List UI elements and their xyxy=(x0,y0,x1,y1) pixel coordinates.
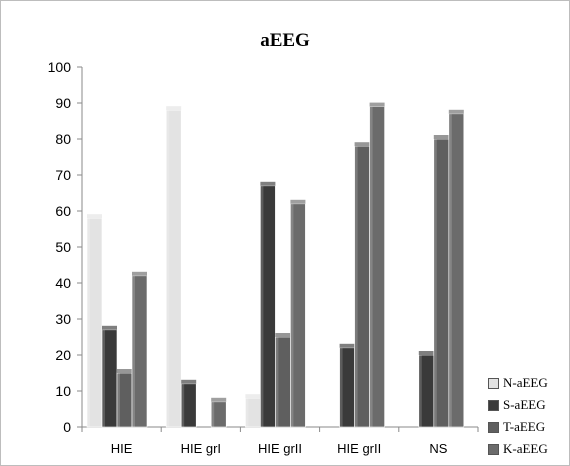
y-tick-label: 80 xyxy=(55,131,71,147)
legend-label: N-aEEG xyxy=(503,375,548,390)
bar-top xyxy=(260,181,276,186)
bar-highlight xyxy=(132,275,135,427)
bar-top xyxy=(102,325,117,330)
bar-top xyxy=(87,214,102,219)
legend-item: T-aEEG xyxy=(488,416,568,438)
bar-top xyxy=(211,397,227,402)
legend-swatch xyxy=(488,421,499,433)
bar-top xyxy=(181,379,197,384)
bar-highlight xyxy=(166,110,170,427)
bar-highlight xyxy=(339,347,343,427)
y-tick-label: 30 xyxy=(55,311,71,327)
legend-item: K-aEEG xyxy=(488,438,568,460)
legend-item: S-aEEG xyxy=(488,394,568,416)
legend-label: S-aEEG xyxy=(503,397,546,412)
y-tick-label: 20 xyxy=(55,347,71,363)
bar-top xyxy=(369,102,385,107)
bar-highlight xyxy=(102,329,105,427)
legend-label: K-aEEG xyxy=(503,441,548,456)
chart-title: aEEG xyxy=(260,30,310,51)
x-tick-label: HIE grII xyxy=(337,441,381,456)
bar-highlight xyxy=(448,113,452,428)
x-tick-label: NS xyxy=(429,441,447,456)
legend-swatch xyxy=(488,443,499,455)
bar-highlight xyxy=(211,401,215,427)
bar-top xyxy=(354,142,370,147)
y-tick-label: 70 xyxy=(55,167,71,183)
bar-highlight xyxy=(181,383,185,427)
bar-top xyxy=(418,351,434,355)
legend-item: N-aEEG xyxy=(488,372,568,394)
y-tick-label: 90 xyxy=(55,95,71,111)
bar-top xyxy=(275,333,291,337)
legend-swatch xyxy=(488,377,499,389)
x-tick-label: HIE grII xyxy=(258,441,302,456)
y-tick-label: 0 xyxy=(63,419,71,435)
y-tick-label: 10 xyxy=(55,383,71,399)
bar-top xyxy=(132,271,147,276)
bar-top xyxy=(448,109,464,114)
bar-highlight xyxy=(433,139,437,427)
bar-highlight xyxy=(275,337,279,427)
bar-highlight xyxy=(290,203,294,427)
legend-label: T-aEEG xyxy=(503,419,546,434)
bar-highlight xyxy=(260,185,264,427)
legend: N-aEEG S-aEEG T-aEEG K-aEEG xyxy=(488,372,568,460)
bar-top xyxy=(245,394,261,399)
bar-highlight xyxy=(369,106,373,427)
bar-top xyxy=(117,369,132,373)
bar-highlight xyxy=(87,218,90,427)
y-tick-label: 100 xyxy=(48,59,72,75)
bar-top xyxy=(290,199,306,204)
bar-highlight xyxy=(245,398,249,427)
bar-top xyxy=(433,135,449,139)
bar-highlight xyxy=(354,146,358,427)
x-tick-label: HIE grI xyxy=(181,441,221,456)
bar-highlight xyxy=(117,373,120,427)
bar-top xyxy=(339,343,355,348)
x-tick-label: HIE xyxy=(111,441,133,456)
bar-top xyxy=(166,106,182,111)
y-tick-label: 60 xyxy=(55,203,71,219)
bar-highlight xyxy=(418,355,422,427)
y-tick-label: 50 xyxy=(55,239,71,255)
legend-swatch xyxy=(488,399,499,411)
y-tick-label: 40 xyxy=(55,275,71,291)
